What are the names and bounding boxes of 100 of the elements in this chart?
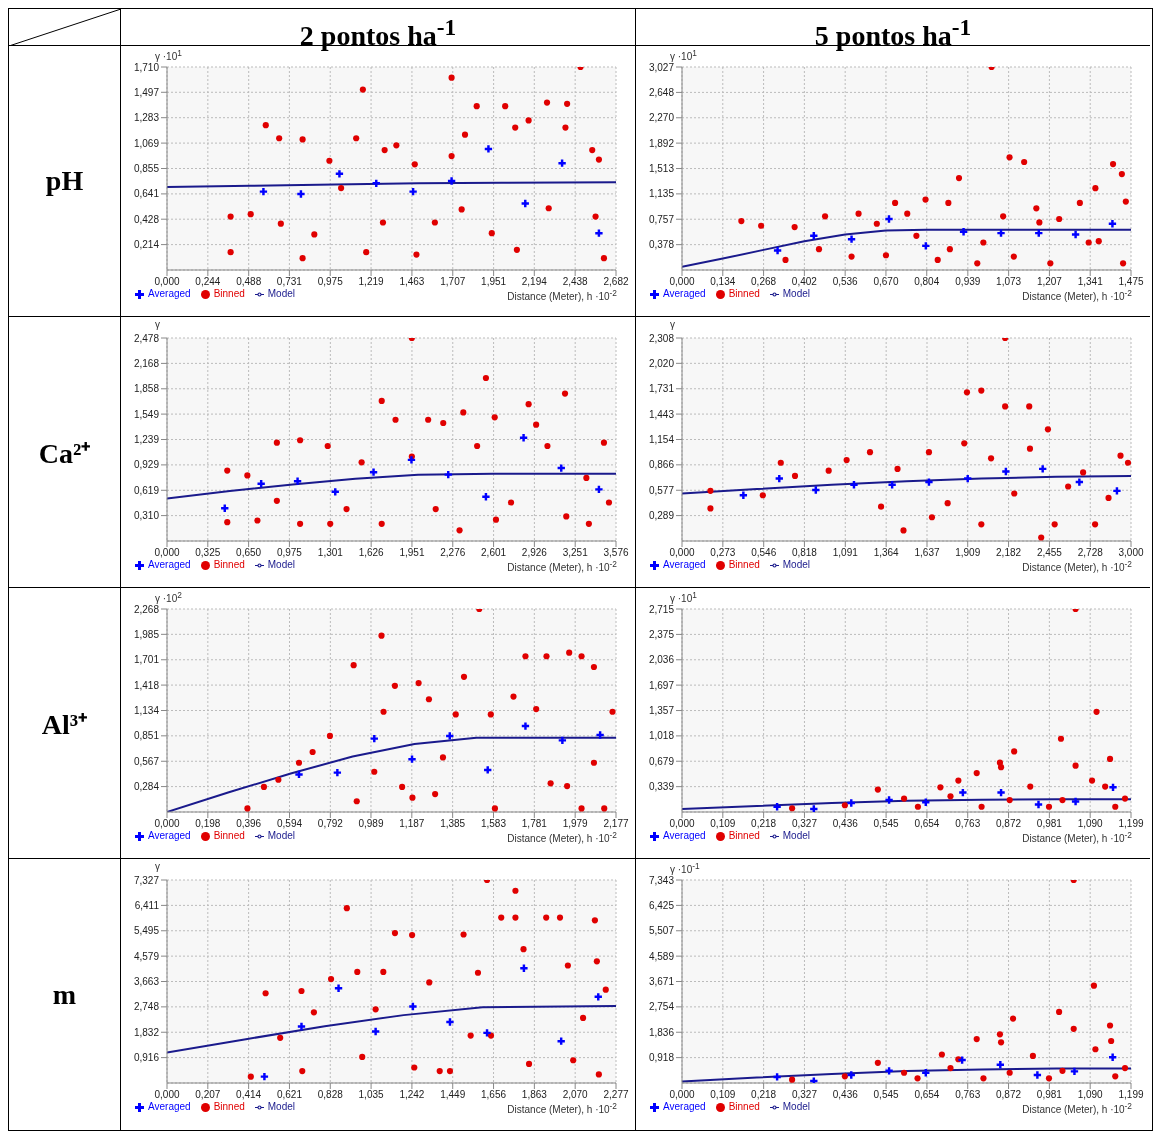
point <box>510 693 517 700</box>
point <box>334 984 343 992</box>
point <box>1124 459 1131 466</box>
point <box>482 374 490 382</box>
point <box>484 145 493 153</box>
point <box>492 516 500 523</box>
legend-label: Averaged <box>148 288 191 299</box>
legend-label: Binned <box>213 559 245 570</box>
point <box>525 1060 533 1067</box>
y-tick-label: 2,268 <box>133 603 160 615</box>
point <box>1092 185 1099 192</box>
point <box>372 179 380 188</box>
point <box>372 1006 379 1013</box>
point <box>391 930 399 937</box>
point <box>1106 755 1114 762</box>
point <box>488 230 495 237</box>
x-tick-label: 1,656 <box>481 1089 507 1101</box>
point <box>326 732 334 739</box>
point <box>370 734 378 743</box>
x-tick-label: 0,981 <box>1036 1089 1063 1101</box>
point <box>1051 521 1058 528</box>
y-tick-label: 2,748 <box>133 1001 160 1013</box>
point <box>922 196 929 203</box>
point <box>782 256 789 264</box>
x-tick-label: 0,000 <box>154 818 180 830</box>
point <box>474 969 482 976</box>
y-axis-title: γ ·10$^{-1}$ <box>670 861 701 876</box>
point <box>1109 783 1117 791</box>
point <box>446 1018 454 1026</box>
point <box>1121 795 1129 802</box>
y-tick-label: 2,020 <box>648 357 675 369</box>
x-tick-label: 0,000 <box>669 1089 695 1101</box>
y-tick-label: 7,327 <box>133 874 160 886</box>
y-tick-label: 1,239 <box>133 434 160 446</box>
point <box>961 440 968 447</box>
x-tick-label: 0,872 <box>996 818 1022 830</box>
x-tick-label: 0,763 <box>955 818 981 830</box>
point <box>955 777 962 784</box>
point <box>707 487 714 494</box>
point <box>1075 478 1084 486</box>
point <box>1112 1073 1119 1080</box>
x-tick-label: 0,000 <box>154 276 180 288</box>
y-tick-label: 1,549 <box>133 408 160 420</box>
point <box>874 1059 881 1066</box>
point <box>815 246 823 253</box>
x-tick-label: 1,219 <box>358 276 385 288</box>
point <box>333 768 342 777</box>
x-tick-label: 2,926 <box>521 547 548 559</box>
y-tick-label: 1,418 <box>133 679 160 691</box>
legend-label: Averaged <box>148 559 191 570</box>
point <box>1026 445 1034 452</box>
x-tick-label: 0,975 <box>276 547 303 559</box>
y-tick-label: 1,135 <box>648 188 675 200</box>
x-tick-label: 1,707 <box>440 276 466 288</box>
point <box>583 474 590 481</box>
point <box>275 776 282 783</box>
point <box>738 217 745 225</box>
legend-label: Model <box>782 288 811 299</box>
point <box>512 887 519 894</box>
point <box>1036 219 1043 226</box>
point <box>973 770 980 777</box>
point <box>1057 735 1065 742</box>
x-tick-label: 1,364 <box>873 547 900 559</box>
point <box>595 1071 602 1078</box>
y-tick-label: 1,018 <box>648 730 675 742</box>
x-tick-label: 0,436 <box>832 818 859 830</box>
x-tick-label: 1,242 <box>399 1089 425 1101</box>
point <box>609 708 616 715</box>
legend-label: Model <box>267 830 296 841</box>
point <box>458 206 465 213</box>
point <box>491 805 499 812</box>
point <box>739 491 748 499</box>
point <box>885 215 893 223</box>
point <box>1056 215 1063 223</box>
point <box>848 253 855 260</box>
x-tick-label: 1,035 <box>358 1089 385 1101</box>
point <box>1091 521 1099 528</box>
point <box>1109 160 1117 168</box>
x-axis-title: Distance (Meter), h ·10$^{-2}$ <box>507 829 617 846</box>
y-tick-label: 3,663 <box>133 976 160 988</box>
x-tick-label: 1,207 <box>1036 276 1063 288</box>
point <box>224 467 231 474</box>
x-axis-title: Distance (Meter), h ·10$^{-2}$ <box>507 558 617 575</box>
y-tick-label: 1,357 <box>648 705 675 717</box>
point <box>978 521 985 528</box>
x-tick-label: 0,436 <box>832 1089 859 1101</box>
point <box>244 472 251 479</box>
y-tick-label: 0,757 <box>648 213 675 225</box>
point <box>353 798 360 805</box>
point <box>262 990 269 997</box>
x-tick-label: 0,731 <box>276 276 303 288</box>
x-tick-label: 0,818 <box>791 547 818 559</box>
x-tick-label: 0,327 <box>791 818 818 830</box>
line-series <box>167 472 616 500</box>
x-tick-label: 2,438 <box>562 276 589 288</box>
point <box>411 1064 418 1071</box>
point <box>502 103 509 110</box>
point <box>456 527 463 534</box>
y-tick-label: 3,671 <box>648 976 675 988</box>
point <box>1112 803 1119 810</box>
